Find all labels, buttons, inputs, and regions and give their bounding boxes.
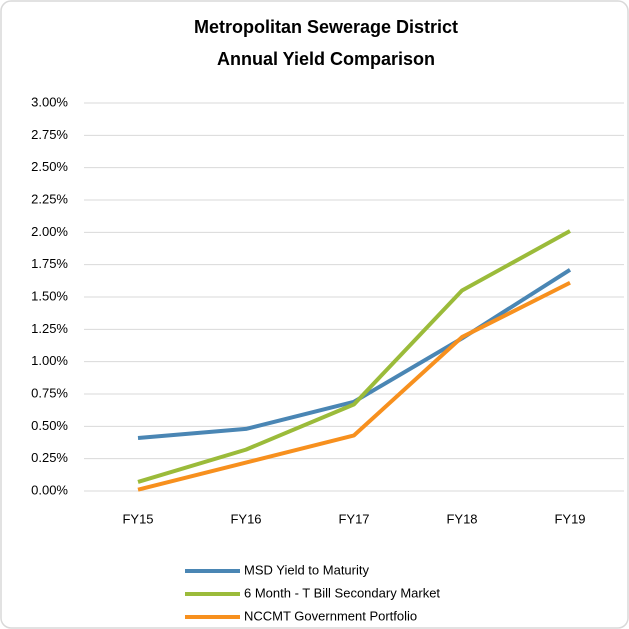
y-tick-label: 3.00% bbox=[31, 94, 68, 109]
y-tick-label: 1.50% bbox=[31, 288, 68, 303]
series-line bbox=[137, 229, 571, 484]
chart-title: Annual Yield Comparison bbox=[217, 49, 435, 69]
y-tick-label: 2.25% bbox=[31, 191, 68, 206]
y-tick-label: 1.00% bbox=[31, 353, 68, 368]
y-tick-label: 0.25% bbox=[31, 450, 68, 465]
x-tick-label: FY19 bbox=[554, 511, 585, 526]
series-line bbox=[137, 280, 571, 492]
legend-label: MSD Yield to Maturity bbox=[244, 562, 369, 577]
chart-title: Metropolitan Sewerage District bbox=[194, 17, 458, 37]
x-tick-label: FY17 bbox=[338, 511, 369, 526]
x-tick-label: FY18 bbox=[446, 511, 477, 526]
y-tick-label: 0.00% bbox=[31, 482, 68, 497]
x-tick-label: FY16 bbox=[230, 511, 261, 526]
legend-label: NCCMT Government Portfolio bbox=[244, 608, 417, 623]
x-tick-label: FY15 bbox=[122, 511, 153, 526]
y-tick-label: 0.75% bbox=[31, 385, 68, 400]
y-tick-label: 2.75% bbox=[31, 127, 68, 142]
legend-label: 6 Month - T Bill Secondary Market bbox=[244, 585, 440, 600]
y-tick-label: 1.75% bbox=[31, 256, 68, 271]
y-tick-label: 2.00% bbox=[31, 224, 68, 239]
y-tick-label: 0.50% bbox=[31, 418, 68, 433]
y-tick-label: 1.25% bbox=[31, 321, 68, 336]
y-tick-label: 2.50% bbox=[31, 159, 68, 174]
